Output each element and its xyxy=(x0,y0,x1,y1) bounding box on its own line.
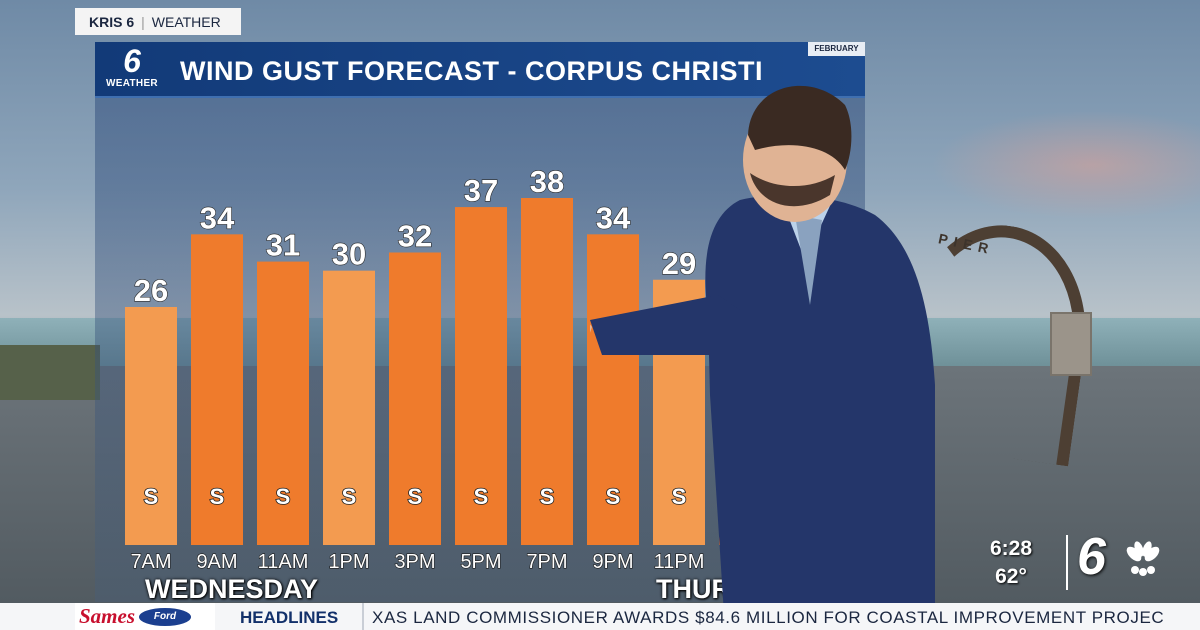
current-time: 6:28 xyxy=(990,537,1033,560)
bar-value-label: 30 xyxy=(332,237,366,272)
station-tag: KRIS 6 | WEATHER xyxy=(75,8,241,35)
time-tick-label: 1PM xyxy=(328,551,369,573)
time-tick-label: 5PM xyxy=(460,551,501,573)
bar-value-label: 31 xyxy=(266,228,300,263)
bar-value-label: 38 xyxy=(530,164,564,199)
time-tick-label: 11PM xyxy=(654,551,705,573)
day-label-wednesday: WEDNESDAY xyxy=(145,574,319,604)
bar-value-label: 34 xyxy=(200,200,235,235)
chart-title-bar xyxy=(95,42,865,98)
bar-value-label: 29 xyxy=(662,246,696,281)
bar-value-label: 26 xyxy=(134,273,168,308)
pier-pillar xyxy=(1050,312,1092,376)
bar-value-label: 32 xyxy=(398,219,432,254)
station-name: KRIS 6 xyxy=(89,13,135,30)
wind-direction-label: S xyxy=(408,484,423,509)
time-tick-label: 7AM xyxy=(130,551,171,573)
bar-7am xyxy=(125,307,177,545)
time-tick-label: 3PM xyxy=(394,551,435,573)
meteorologist-presenter xyxy=(590,85,935,630)
wind-direction-label: S xyxy=(342,484,357,509)
wind-direction-label: S xyxy=(144,484,159,509)
weather-logo: 6 WEATHER xyxy=(104,44,160,96)
section-name: WEATHER xyxy=(151,13,221,30)
time-tick-label: 9PM xyxy=(592,551,633,573)
tag-separator: | xyxy=(141,13,145,30)
wind-direction-label: S xyxy=(672,484,687,509)
sunset-glow xyxy=(930,110,1200,220)
bar-value-label: 37 xyxy=(464,173,498,208)
ticker-headline: XAS LAND COMMISSIONER AWARDS $84.6 MILLI… xyxy=(372,608,1165,627)
grass-patch xyxy=(0,345,100,400)
ticker-divider xyxy=(362,603,364,630)
wind-direction-label: S xyxy=(540,484,555,509)
bar-7pm xyxy=(521,198,573,545)
current-temperature: 62° xyxy=(995,565,1027,588)
month-tag: FEBRUARY xyxy=(808,42,865,56)
sponsor-name: Sames xyxy=(79,604,136,628)
time-temp-bug: 6:28 62° xyxy=(990,535,1032,591)
wind-direction-label: S xyxy=(210,484,225,509)
time-tick-label: 7PM xyxy=(526,551,567,573)
wind-direction-label: S xyxy=(276,484,291,509)
logo-six: 6 xyxy=(123,43,141,79)
bar-3pm xyxy=(389,252,441,545)
wind-direction-label: S xyxy=(474,484,489,509)
bar-1pm xyxy=(323,270,375,545)
wind-direction-label: S xyxy=(606,484,621,509)
bug-divider xyxy=(1066,535,1068,590)
time-tick-label: 11AM xyxy=(258,551,309,573)
ticker-label: HEADLINES xyxy=(240,608,339,627)
sponsor-partner: Ford xyxy=(139,607,192,626)
bar-9pm xyxy=(587,234,639,546)
bar-5pm xyxy=(455,207,507,546)
logo-caption: WEATHER xyxy=(106,78,158,89)
chart-title: WIND GUST FORECAST - CORPUS CHRISTI xyxy=(180,56,763,86)
bar-11am xyxy=(257,261,309,545)
bar-value-label: 34 xyxy=(596,200,631,235)
sponsor-logo: Sames Ford xyxy=(75,603,215,630)
channel-logo: 6 xyxy=(1077,528,1106,586)
peacock-icon xyxy=(1126,541,1160,576)
bar-9am xyxy=(191,234,243,546)
time-tick-label: 9AM xyxy=(196,551,237,573)
